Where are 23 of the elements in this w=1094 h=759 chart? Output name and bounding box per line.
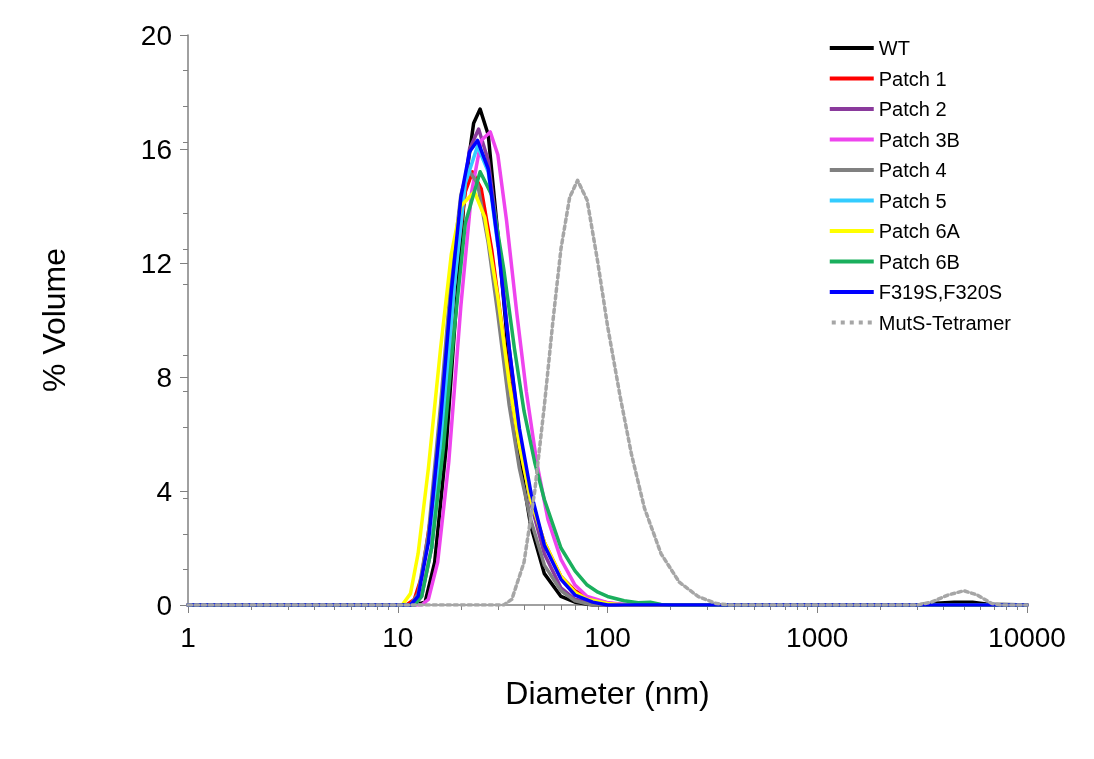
legend-label: WT [878,37,910,59]
legend-label: MutS-Tetramer [878,311,1012,334]
legend-label: Patch 3B [878,128,960,151]
x-tick-label: 100 [584,621,631,653]
x-axis-title: Diameter (nm) [505,675,710,711]
legend-label: Patch 5 [878,189,947,212]
x-tick-label: 1000 [786,621,849,653]
legend-label: Patch 4 [878,159,947,181]
legend-label: Patch 2 [878,98,947,120]
x-tick-label: 1 [180,621,196,653]
y-tick-label: 12 [140,247,172,279]
y-tick-label: 8 [156,361,172,393]
y-tick-label: 16 [140,133,172,165]
y-tick-label: 0 [156,589,172,621]
x-tick-label: 10000 [988,621,1066,653]
y-tick-label: 20 [140,19,172,51]
y-tick-label: 4 [156,475,172,507]
x-tick-label: 10 [382,621,414,653]
legend-label: Patch 6A [878,220,961,242]
legend-label: Patch 1 [878,67,947,90]
y-axis-title: % Volume [36,247,72,393]
legend-label: Patch 6B [878,250,960,273]
legend-label: F319S,F320S [878,281,1003,303]
